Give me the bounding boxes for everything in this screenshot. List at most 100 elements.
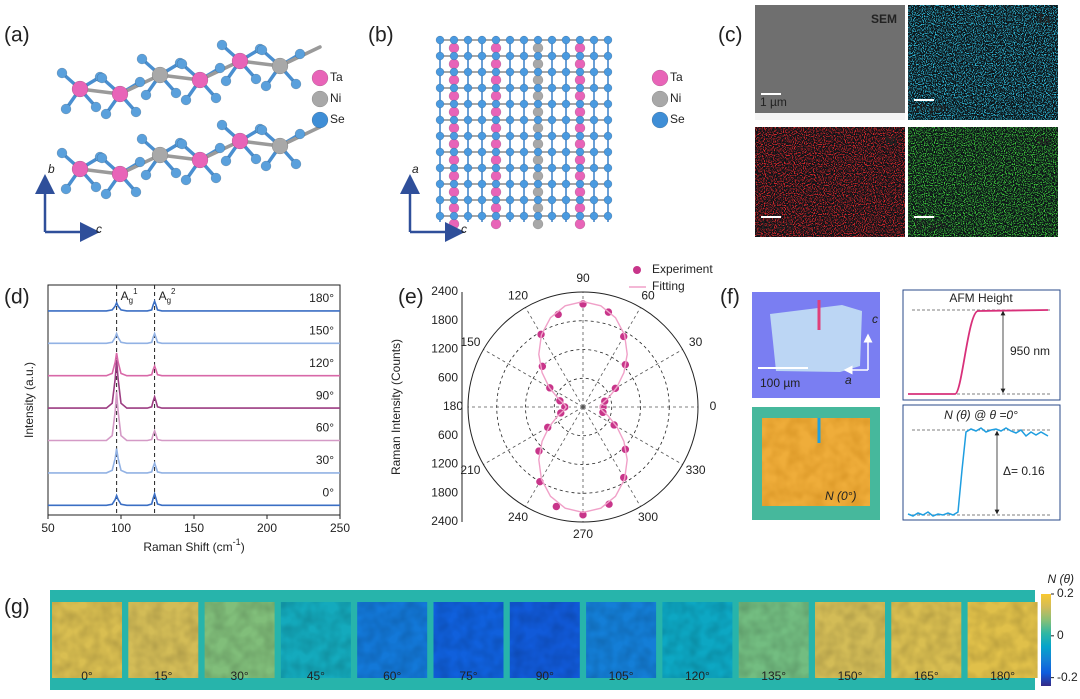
axis-name: c [872,312,878,326]
atom [191,71,209,89]
scale-label: 10 µm [913,218,947,232]
axis-name: c [461,222,467,236]
atom [547,35,557,45]
atom [519,99,529,109]
atom [532,74,544,86]
texture [433,602,504,678]
atom [519,51,529,61]
texture [280,602,351,678]
sem-info-bar [755,113,905,120]
panel-f-art [752,289,1061,521]
panel-label: (a) [4,24,30,47]
legend-label: Ta [330,70,343,84]
atom [256,124,268,136]
atom [448,218,460,230]
series-label: 60° [316,421,334,435]
atom [176,58,188,70]
atom [435,35,445,45]
atom [449,179,459,189]
theta-tick-label: 300 [638,510,658,524]
atom [589,67,599,77]
r-tick-label: 1200 [431,342,458,356]
atom [532,106,544,118]
atom [449,115,459,125]
atom [90,101,102,113]
afm-box [902,289,1061,401]
atom [574,90,586,102]
atom [271,57,289,75]
atom [477,35,487,45]
atom [603,147,613,157]
atom [532,90,544,102]
colorbar-tick-label: -0.2 [1057,670,1078,684]
atom [96,152,108,164]
spoke [582,406,683,465]
atom [100,188,112,200]
angle-label: 180° [990,669,1015,683]
panel-label: (b) [368,24,394,47]
atom [547,115,557,125]
atom [448,122,460,134]
theta-tick-label: 150 [460,335,480,349]
atom [477,195,487,205]
atom [216,39,228,51]
atom [651,111,669,129]
atom [490,106,502,118]
atom [477,83,487,93]
atom [491,211,501,221]
atom [575,99,585,109]
atom [519,67,529,77]
atom [463,51,473,61]
atom [60,183,72,195]
step-label: Δ= 0.16 [1003,464,1045,478]
legend-label: Se [670,112,685,126]
atom [561,35,571,45]
atom [575,195,585,205]
theta-tick-label: 270 [573,527,593,541]
texture [738,602,809,678]
atom [505,51,515,61]
spectrum [48,298,340,312]
spectrum [48,331,340,345]
eds-speckle [755,127,905,237]
x-tick-label: 100 [111,521,131,535]
texture [967,602,1038,678]
atom [574,170,586,182]
atom [491,99,501,109]
atom [449,211,459,221]
peak-sub: g [167,296,171,305]
series-label: 90° [316,388,334,402]
atom [435,67,445,77]
atom [311,69,329,87]
data-point [609,420,619,430]
atom [519,211,529,221]
legend-marker [633,266,641,274]
atom [71,80,89,98]
atom [519,131,529,141]
atom [176,138,188,150]
texture [509,602,580,678]
panel-label: (c) [718,24,743,47]
atom [449,35,459,45]
atom [60,103,72,115]
step-label: 950 nm [1010,344,1050,358]
atom [490,74,502,86]
atom [589,147,599,157]
peak-base: A [159,289,167,303]
scale-label: 1 µm [760,95,787,109]
atom [260,160,272,172]
spectrum [48,352,340,377]
image-title: Ni [885,134,897,148]
spectrum [48,491,340,507]
atom [490,58,502,70]
r-tick-label: 1800 [431,485,458,499]
theta-tick-label: 0 [710,399,717,413]
atom [490,90,502,102]
spoke [582,406,641,507]
texture [357,602,428,678]
colorbar-tick-label: 0.2 [1057,586,1074,600]
atom [448,170,460,182]
atom [435,179,445,189]
spoke [525,406,584,507]
atom [463,147,473,157]
